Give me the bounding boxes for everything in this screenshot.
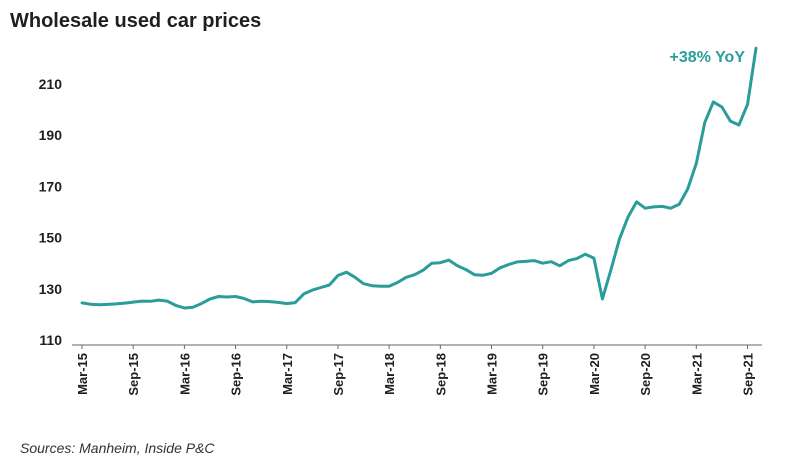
x-tick-label: Sep-17 xyxy=(331,353,346,396)
x-tick-label: Mar-20 xyxy=(587,353,602,395)
x-tick-label: Sep-19 xyxy=(536,353,551,396)
x-tick-label: Mar-19 xyxy=(485,353,500,395)
x-tick-label: Mar-18 xyxy=(382,353,397,395)
yoy-annotation: +38% YoY xyxy=(670,49,746,66)
x-tick-label: Sep-15 xyxy=(126,353,141,396)
y-axis: 110 130 150 170 190 210 xyxy=(39,76,63,348)
x-tick-label: Mar-17 xyxy=(280,353,295,395)
y-tick-label: 190 xyxy=(39,127,63,143)
x-tick-label: Sep-20 xyxy=(638,353,653,396)
x-tick-label: Sep-18 xyxy=(433,353,448,396)
x-tick-label: Sep-16 xyxy=(229,353,244,396)
x-tick-label: Mar-16 xyxy=(177,353,192,395)
y-tick-label: 110 xyxy=(39,332,62,348)
x-axis: Mar-15 Sep-15 Mar-16 Sep-16 Mar-17 Sep-17 Mar-… xyxy=(75,345,755,396)
x-tick-label: Sep-21 xyxy=(740,353,755,396)
series-line xyxy=(80,46,758,310)
chart-title: Wholesale used car prices xyxy=(10,10,262,32)
x-tick-label: Mar-21 xyxy=(689,353,704,395)
source-note: Sources: Manheim, Inside P&C xyxy=(20,440,215,456)
y-tick-label: 130 xyxy=(39,281,63,297)
y-tick-label: 150 xyxy=(39,230,63,246)
y-tick-label: 170 xyxy=(39,178,63,194)
y-tick-label: 210 xyxy=(39,76,63,92)
x-tick-label: Mar-15 xyxy=(75,353,90,395)
